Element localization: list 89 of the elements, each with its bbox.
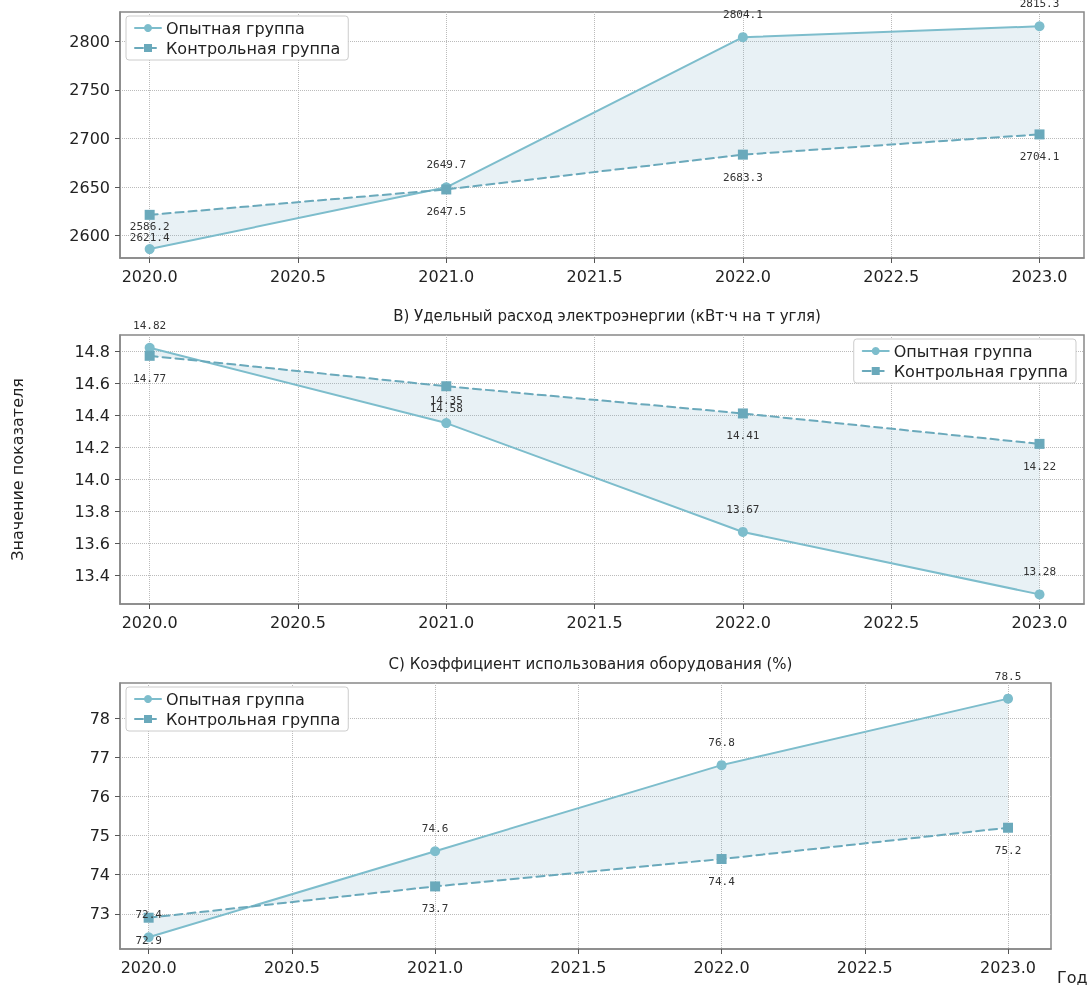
y-tick-label: 2600 [69,226,110,246]
point [144,209,155,220]
point [1034,438,1045,449]
y-tick-label: 2750 [69,80,110,100]
x-tick-label: 2023.0 [1011,266,1068,286]
legend-label: Контрольная группа [166,709,341,729]
y-tick-label: 14.0 [74,469,110,489]
x-tick-label: 2021.5 [550,957,607,977]
legend-label: Опытная группа [166,18,305,38]
y-tick-label: 13.6 [74,533,110,553]
point [430,846,441,857]
point [1003,693,1014,704]
x-tick-label: 2020.0 [121,266,178,286]
data-label: 2649.7 [426,158,467,172]
data-label: 76.8 [708,736,735,750]
point [737,32,748,43]
point [737,526,748,537]
point [144,244,155,255]
x-tick-label: 2020.5 [269,612,326,632]
data-label: 2647.5 [426,205,467,219]
data-label: 72.4 [135,908,163,922]
point [1003,822,1014,833]
data-label: 75.2 [994,843,1022,857]
data-label: 14.77 [133,371,167,385]
data-label: 2683.3 [723,170,763,184]
point [716,854,727,865]
data-label: 74.6 [421,822,449,836]
y-tick-label: 14.6 [74,373,110,393]
data-label: 2804.1 [723,8,763,22]
y-tick-label: 74 [89,865,110,885]
x-tick-label: 2020.5 [263,957,320,977]
point [1034,589,1045,600]
y-tick-label: 14.2 [74,437,110,457]
data-label: 78.5 [994,669,1022,683]
data-label: 13.67 [726,502,760,516]
data-label: 14.22 [1022,459,1057,473]
x-tick-label: 2022.5 [836,957,893,977]
point [441,418,452,429]
x-tick-label: 2023.0 [980,957,1037,977]
x-tick-label: 2020.0 [120,957,177,977]
x-tick-label: 2020.5 [269,266,326,286]
y-tick-label: 13.4 [74,565,110,585]
y-tick-label: 73 [89,904,110,924]
y-tick-label: 2700 [69,128,110,148]
y-tick-label: 77 [89,747,110,767]
legend-label: Контрольная группа [893,361,1068,381]
data-label: 14.82 [133,318,167,332]
data-label: 14.41 [726,429,760,443]
x-tick-label: 2022.0 [693,957,750,977]
data-label: 2704.1 [1019,150,1060,164]
y-tick-label: 14.8 [74,341,110,361]
data-label: 72.9 [135,933,162,947]
y-tick-label: 2800 [69,31,110,51]
x-tick-label: 2022.0 [714,612,771,632]
point [430,881,441,892]
x-tick-label: 2023.0 [1011,612,1068,632]
x-tick-label: 2020.0 [121,612,178,632]
point [1034,21,1045,32]
legend-label: Опытная группа [893,341,1033,361]
point [1034,129,1045,140]
y-tick-label: 13.8 [74,501,110,521]
x-tick-label: 2022.5 [863,612,920,632]
y-tick-label: 78 [89,708,110,728]
point [737,149,748,160]
data-label: 2815.3 [1019,0,1060,11]
data-label: 73.7 [421,902,449,916]
chart-title: C) Коэффициент использования оборудования (%) [388,654,793,673]
x-axis-title: Год [1057,967,1088,987]
x-tick-label: 2021.5 [566,612,623,632]
x-tick-label: 2021.0 [418,266,475,286]
y-tick-label: 2650 [69,177,110,197]
x-tick-label: 2021.0 [418,612,475,632]
y-axis-title: Значение показателя [7,378,27,561]
x-tick-label: 2022.5 [863,266,920,286]
point [441,381,452,392]
legend-label: Опытная группа [166,689,305,709]
legend-label: Контрольная группа [166,38,341,58]
y-tick-label: 76 [89,786,110,806]
point [144,350,155,361]
x-tick-label: 2021.5 [566,266,623,286]
x-tick-label: 2022.0 [714,266,771,286]
chart-title: B) Удельный расход электроэнергии (кВт·ч на т угля) [393,306,821,325]
point [716,760,727,771]
y-tick-label: 75 [89,826,110,846]
data-label: 74.4 [708,875,736,889]
data-label: 13.28 [1022,565,1057,579]
point [737,408,748,419]
y-tick-label: 14.4 [74,405,110,425]
x-tick-label: 2021.0 [407,957,464,977]
